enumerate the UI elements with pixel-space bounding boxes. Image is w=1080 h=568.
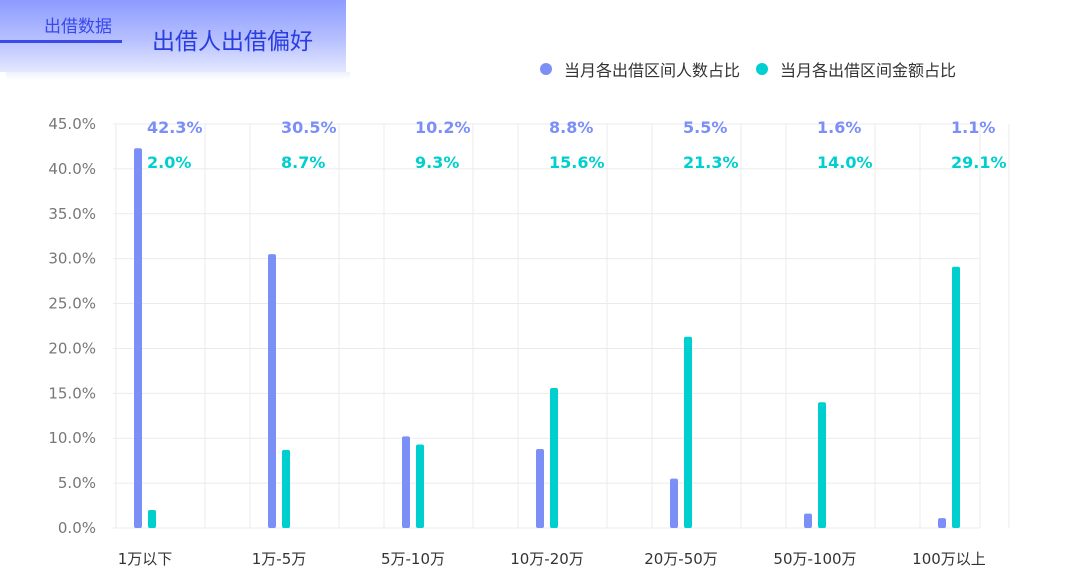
data-label-amount: 9.3% bbox=[415, 153, 459, 172]
data-label-people: 30.5% bbox=[281, 118, 337, 137]
bar-amount bbox=[416, 444, 424, 528]
bar-people bbox=[938, 518, 946, 528]
bar-people bbox=[536, 448, 544, 528]
legend-label-amount: 当月各出借区间金额占比 bbox=[780, 61, 957, 80]
data-label-amount: 21.3% bbox=[683, 153, 739, 172]
bar-amount bbox=[282, 449, 290, 528]
bar-people bbox=[670, 478, 678, 528]
x-tick-label: 50万-100万 bbox=[773, 550, 856, 568]
x-tick-label: 10万-20万 bbox=[510, 550, 584, 568]
legend-item-people[interactable]: 当月各出借区间人数占比 bbox=[540, 57, 740, 81]
data-label-amount: 29.1% bbox=[951, 153, 1007, 172]
y-tick-label: 30.0% bbox=[48, 250, 96, 268]
data-label-amount: 14.0% bbox=[817, 153, 873, 172]
y-tick-label: 25.0% bbox=[48, 295, 96, 313]
y-tick-label: 0.0% bbox=[58, 519, 96, 537]
data-label-people: 5.5% bbox=[683, 118, 727, 137]
chart-legend: 当月各出借区间人数占比 当月各出借区间金额占比 bbox=[540, 57, 972, 81]
data-label-people: 1.1% bbox=[951, 118, 995, 137]
data-label-people: 8.8% bbox=[549, 118, 593, 137]
title-banner-shadow bbox=[6, 72, 350, 80]
tab-underline bbox=[0, 40, 122, 43]
bar-people bbox=[134, 148, 142, 529]
legend-item-amount[interactable]: 当月各出借区间金额占比 bbox=[756, 57, 956, 81]
y-tick-label: 5.0% bbox=[58, 474, 96, 492]
title-banner bbox=[0, 0, 346, 72]
data-label-amount: 15.6% bbox=[549, 153, 605, 172]
y-tick-label: 45.0% bbox=[48, 115, 96, 133]
tab-lending-data[interactable]: 出借数据 bbox=[44, 17, 112, 37]
bar-amount bbox=[550, 387, 558, 528]
x-tick-label: 20万-50万 bbox=[644, 550, 718, 568]
data-label-people: 1.6% bbox=[817, 118, 861, 137]
y-tick-label: 10.0% bbox=[48, 429, 96, 447]
bar-amount bbox=[952, 266, 960, 528]
bar-people bbox=[804, 513, 812, 528]
y-tick-label: 15.0% bbox=[48, 384, 96, 402]
bar-people bbox=[402, 436, 410, 528]
y-tick-label: 40.0% bbox=[48, 160, 96, 178]
x-tick-label: 1万-5万 bbox=[252, 550, 307, 568]
y-tick-label: 20.0% bbox=[48, 339, 96, 357]
data-label-amount: 2.0% bbox=[147, 153, 191, 172]
x-tick-label: 1万以下 bbox=[118, 550, 173, 568]
data-label-people: 42.3% bbox=[147, 118, 203, 137]
bar-amount bbox=[818, 402, 826, 528]
bar-amount bbox=[684, 336, 692, 528]
legend-dot-amount bbox=[756, 63, 769, 75]
page-title: 出借人出借偏好 bbox=[152, 29, 313, 55]
bar-people bbox=[268, 254, 276, 528]
data-label-people: 10.2% bbox=[415, 118, 471, 137]
bar-amount bbox=[148, 510, 156, 528]
y-tick-label: 35.0% bbox=[48, 205, 96, 223]
x-tick-label: 5万-10万 bbox=[381, 550, 445, 568]
data-label-amount: 8.7% bbox=[281, 153, 325, 172]
legend-dot-people bbox=[540, 63, 552, 75]
x-tick-label: 100万以上 bbox=[912, 550, 986, 568]
legend-label-people: 当月各出借区间人数占比 bbox=[564, 61, 741, 80]
